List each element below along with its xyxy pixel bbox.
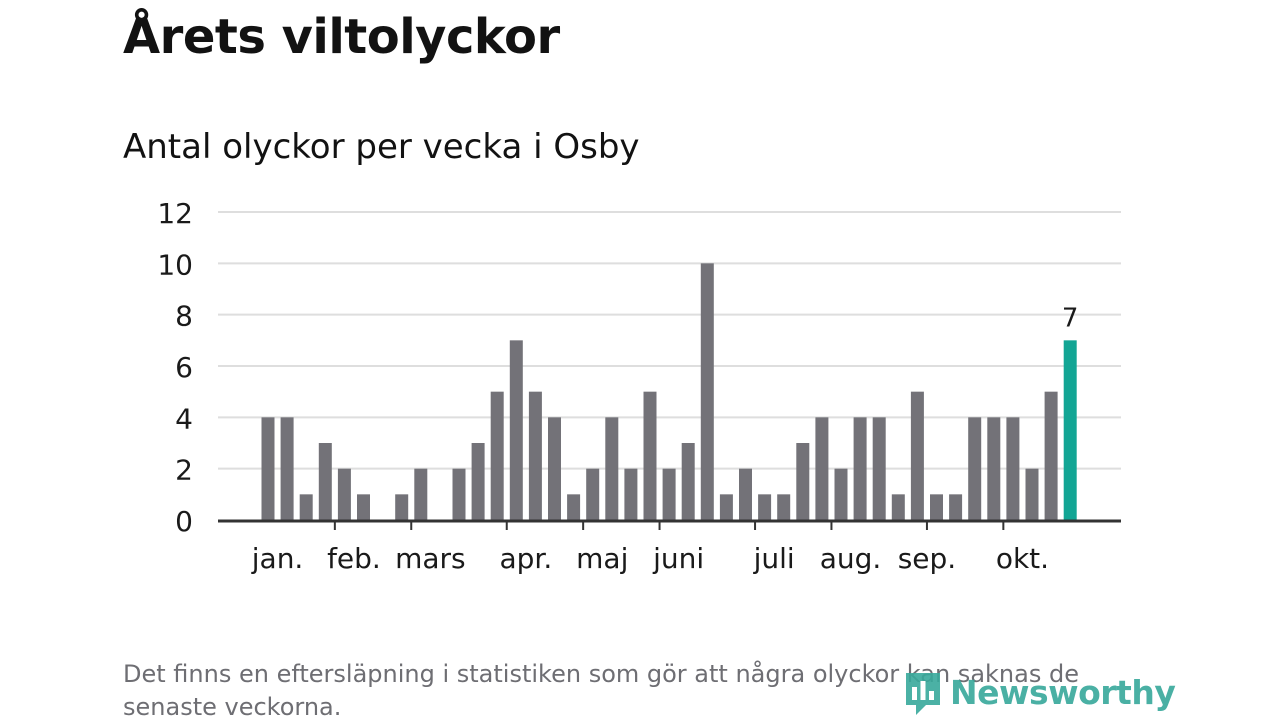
x-month-label: juli (753, 542, 795, 575)
bar (509, 340, 523, 520)
bar (853, 417, 867, 520)
y-tick-label: 4 (175, 402, 193, 435)
y-tick-label: 6 (175, 351, 193, 384)
bar (605, 417, 619, 520)
y-tick-label: 8 (175, 300, 193, 333)
bar (949, 494, 963, 520)
x-month-label: sep. (898, 542, 957, 575)
bar (452, 468, 466, 520)
bar-chart: 0 2 4 6 8 10 12 jan. feb. mars apr. maj juni juli aug… (157, 197, 1121, 575)
bar (930, 494, 943, 520)
bar (662, 468, 676, 520)
bar-highlight (1063, 340, 1077, 520)
bar (528, 391, 542, 520)
bars (261, 263, 1077, 520)
bar (872, 417, 886, 520)
grid-lines (218, 211, 1121, 470)
chart-title: Årets viltolyckor (123, 9, 560, 65)
newsworthy-logo: Newsworthy (902, 666, 1176, 718)
bar (414, 468, 428, 520)
y-tick-label: 12 (157, 197, 193, 230)
newsworthy-logo-text: Newsworthy (950, 672, 1176, 712)
chart-subtitle: Antal olyckor per vecka i Osby (123, 127, 640, 167)
x-month-label: jan. (251, 542, 304, 575)
bar (490, 391, 504, 520)
bar (395, 494, 409, 520)
bar (586, 468, 600, 520)
bar (261, 417, 275, 520)
bar (280, 417, 294, 520)
bar (719, 494, 733, 520)
x-month-label: okt. (996, 542, 1049, 575)
bar (968, 417, 982, 520)
bar (739, 468, 752, 520)
bar (318, 443, 332, 520)
bar (758, 494, 772, 520)
bar (624, 468, 638, 520)
data-labels: 7 (1062, 303, 1079, 333)
bar (299, 494, 313, 520)
bar (910, 391, 924, 520)
bar (777, 494, 791, 520)
newsworthy-logo-icon (906, 673, 940, 715)
bar (796, 443, 810, 520)
x-month-label: feb. (327, 542, 381, 575)
bar (357, 494, 370, 520)
x-month-label: aug. (820, 542, 882, 575)
bar (815, 417, 829, 520)
bar (834, 468, 848, 520)
bar (891, 494, 905, 520)
y-tick-label: 10 (157, 248, 193, 281)
bar (337, 468, 351, 520)
bar (643, 391, 657, 520)
bar (681, 443, 695, 520)
bar (548, 417, 561, 520)
x-month-label: apr. (499, 542, 552, 575)
y-tick-label: 0 (175, 505, 193, 538)
x-month-label: juni (652, 542, 704, 575)
bar (1006, 417, 1020, 520)
bar (1025, 468, 1039, 520)
bar (700, 263, 714, 520)
last-value-label: 7 (1062, 303, 1079, 333)
y-axis-ticks: 0 2 4 6 8 10 12 (157, 197, 193, 538)
x-month-label: maj (576, 542, 628, 575)
bar (471, 443, 485, 520)
y-tick-label: 2 (175, 454, 193, 487)
bar (987, 417, 1001, 520)
x-axis-ticks: jan. feb. mars apr. maj juni juli aug. sep. okt. (251, 520, 1049, 575)
bar (1044, 391, 1058, 520)
x-month-label: mars (395, 542, 466, 575)
bar (567, 494, 581, 520)
